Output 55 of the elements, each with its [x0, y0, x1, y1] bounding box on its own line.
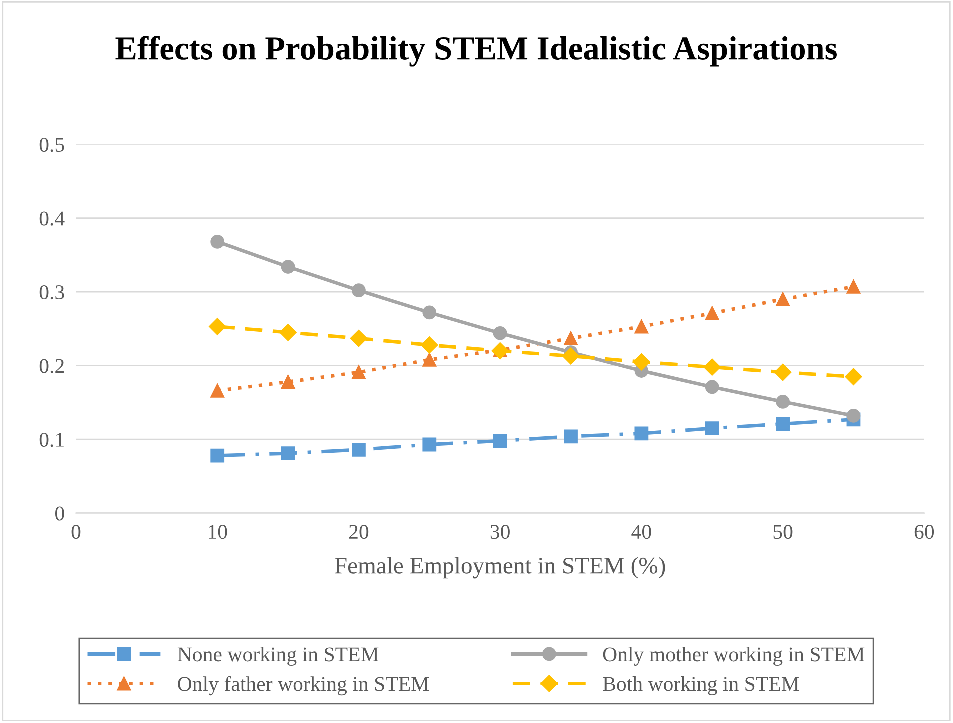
point [776, 417, 790, 432]
legend-label: Only mother working in STEM [603, 647, 865, 666]
y-tick-label: 0.1 [40, 432, 64, 448]
point [774, 364, 792, 382]
point [564, 430, 578, 444]
point [776, 395, 790, 409]
x-tick-label: 0 [72, 525, 81, 540]
point [352, 442, 366, 457]
point [705, 380, 720, 394]
point [634, 426, 649, 441]
point [422, 438, 437, 452]
y-tick-label: 0.2 [40, 359, 64, 374]
point [352, 284, 366, 298]
point [705, 306, 720, 320]
point [422, 352, 437, 367]
point [705, 422, 720, 436]
point [633, 354, 650, 371]
legend-label: None working in STEM [178, 647, 379, 666]
point [281, 446, 296, 461]
point [422, 306, 437, 320]
point [210, 235, 225, 249]
legend-label: Both working in STEM [603, 676, 800, 696]
point [421, 336, 438, 354]
point [352, 366, 366, 380]
x-axis-title: Female Employment in STEM (%) [335, 557, 666, 579]
point [845, 368, 862, 386]
point [564, 332, 578, 346]
point [492, 342, 509, 360]
y-tick-label: 0.4 [40, 212, 65, 226]
y-tick-label: 0.5 [40, 138, 64, 152]
y-tick-label: 0 [56, 506, 64, 521]
chart-title: Effects on Probability STEM Idealistic Aspirations [116, 36, 837, 67]
x-tick-label: 20 [349, 525, 369, 540]
point [280, 324, 297, 342]
point [210, 384, 225, 398]
point [493, 326, 508, 340]
point [281, 375, 296, 390]
point [210, 448, 225, 463]
point [209, 318, 226, 336]
x-tick-label: 10 [209, 525, 228, 540]
point [493, 434, 508, 448]
x-tick-label: 30 [490, 525, 510, 540]
point [562, 348, 580, 365]
x-tick-label: 60 [914, 525, 934, 540]
point [704, 358, 721, 376]
point [350, 330, 368, 348]
y-tick-label: 0.3 [40, 285, 64, 300]
legend-label: Only father working in STEM [178, 676, 430, 696]
point [281, 260, 296, 274]
point [846, 280, 861, 294]
point [776, 292, 790, 306]
x-tick-label: 40 [632, 525, 652, 540]
point [634, 320, 649, 334]
point [846, 409, 861, 423]
x-tick-label: 50 [774, 525, 793, 540]
